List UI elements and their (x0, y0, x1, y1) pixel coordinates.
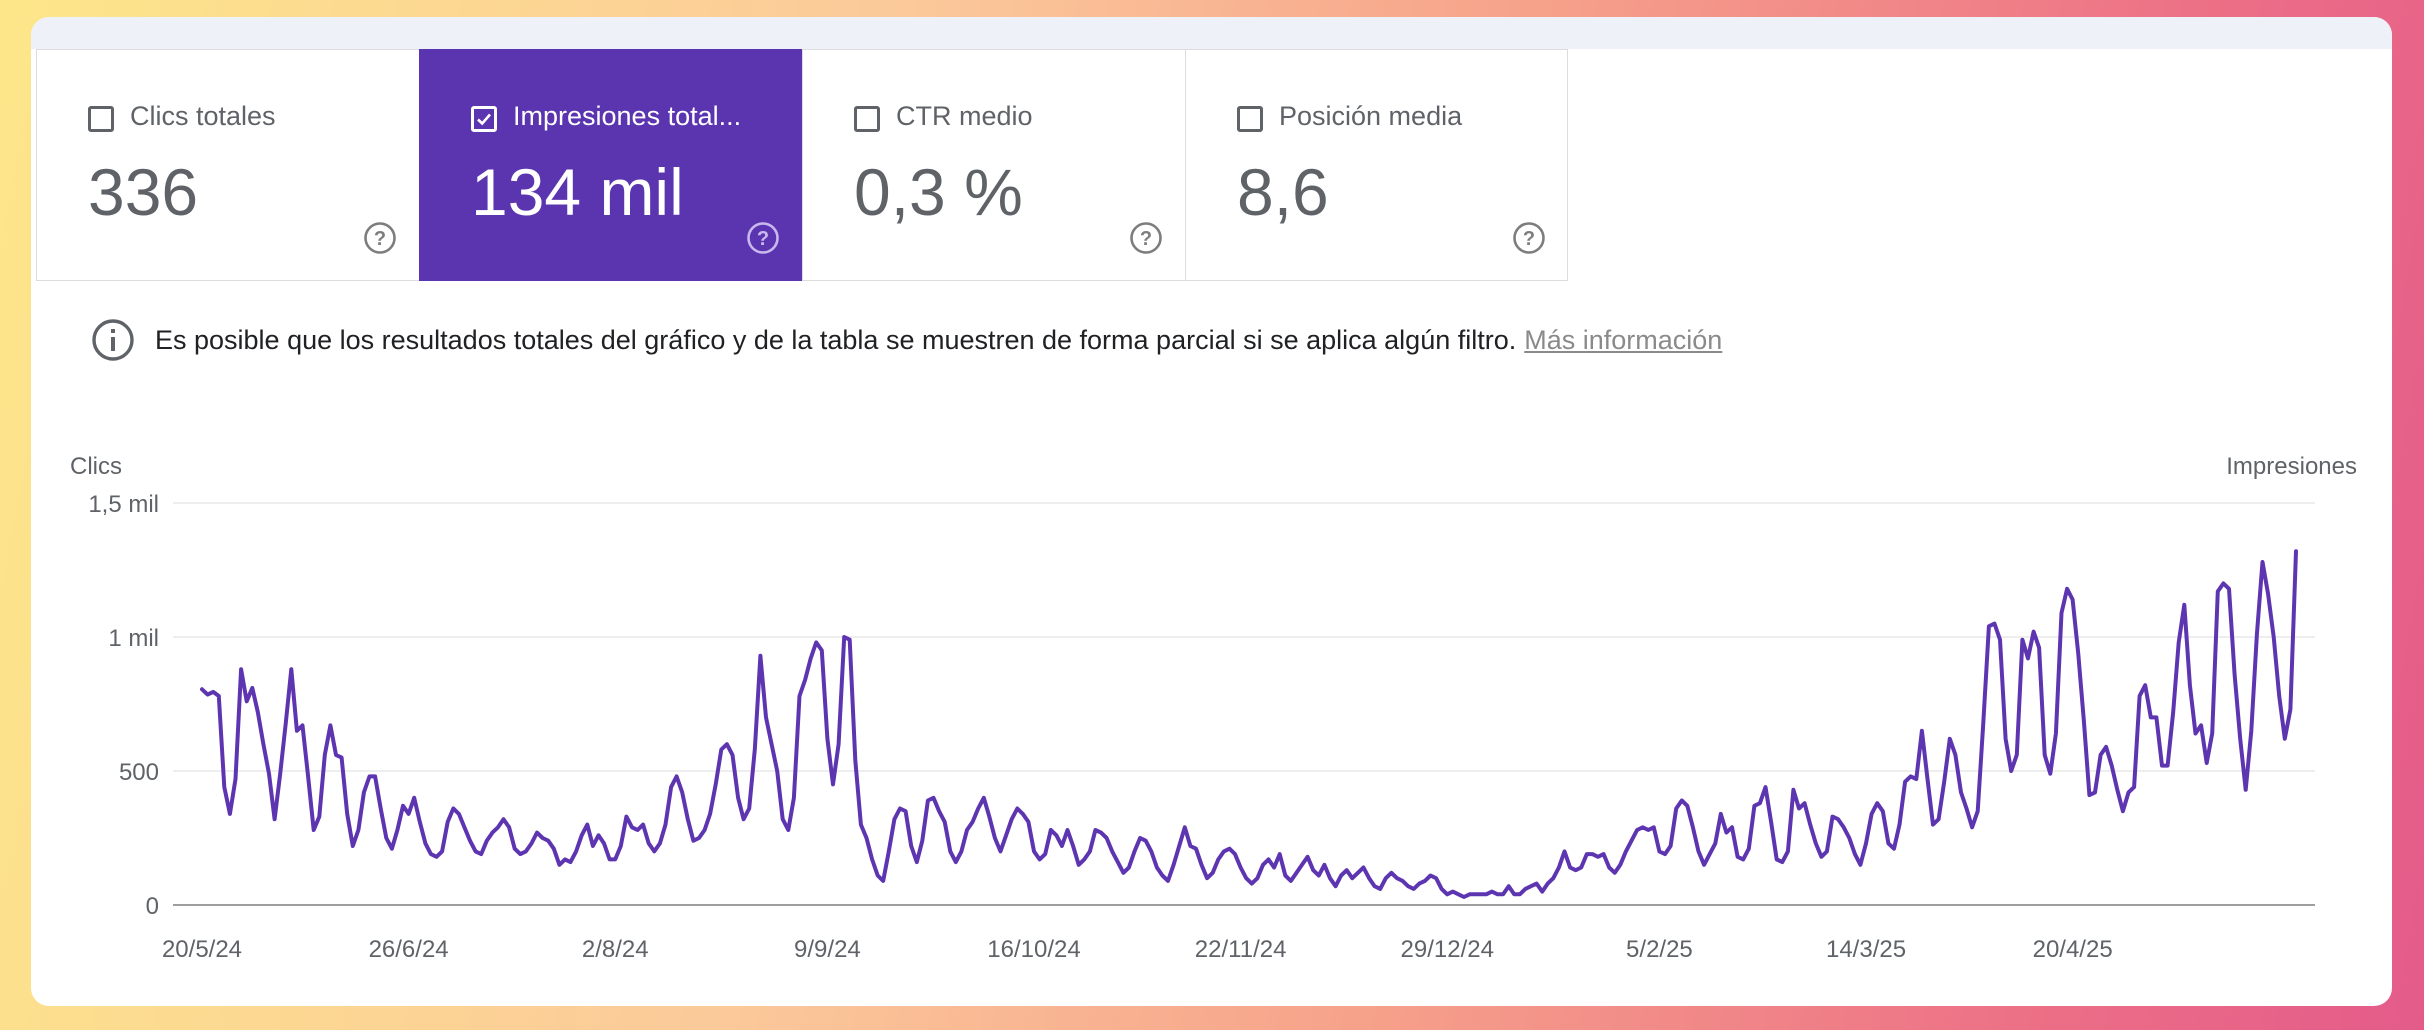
x-tick-label: 14/3/25 (1826, 936, 1906, 963)
svg-text:?: ? (1523, 228, 1535, 250)
x-tick-label: 20/4/25 (2033, 936, 2113, 963)
help-icon[interactable]: ? (746, 221, 780, 255)
metric-card-clicks[interactable]: Clics totales 336 ? (36, 49, 419, 281)
svg-text:?: ? (374, 228, 386, 250)
x-tick-label: 22/11/24 (1195, 936, 1287, 963)
checkbox-icon[interactable] (1237, 106, 1263, 132)
checkbox-checked-icon[interactable] (471, 106, 497, 132)
x-tick-label: 16/10/24 (987, 936, 1080, 963)
metric-card-position[interactable]: Posición media 8,6 ? (1185, 49, 1568, 281)
impressions-chart: 0 500 1 mil 1,5 mil Clics Impresiones 20/5/24 2… (70, 453, 2357, 963)
metric-value: 336 (88, 155, 199, 229)
help-icon[interactable]: ? (363, 221, 397, 255)
metric-value: 134 mil (471, 155, 684, 229)
metric-label: Posición media (1279, 101, 1463, 131)
metric-value: 8,6 (1237, 155, 1329, 229)
checkbox-icon[interactable] (854, 106, 880, 132)
y-tick-label: 1,5 mil (88, 491, 159, 518)
metric-cards: Clics totales 336 ? Impresiones total...… (36, 49, 1568, 283)
y-tick-label: 1 mil (108, 625, 159, 652)
metric-value: 0,3 % (854, 155, 1023, 229)
svg-text:?: ? (1140, 228, 1152, 250)
x-tick-label: 5/2/25 (1626, 936, 1693, 963)
notice-text: Es posible que los resultados totales de… (155, 324, 1517, 355)
x-tick-label: 20/5/24 (162, 936, 242, 963)
help-icon[interactable]: ? (1129, 221, 1163, 255)
y-tick-label: 0 (146, 893, 159, 920)
info-icon (92, 319, 134, 361)
y-axis-title-right: Impresiones (2226, 453, 2357, 480)
metric-label: CTR medio (896, 101, 1033, 131)
filter-notice: Es posible que los resultados totales de… (91, 315, 1722, 365)
y-axis-title-left: Clics (70, 453, 122, 480)
metric-label: Impresiones total... (513, 101, 742, 131)
metric-label: Clics totales (130, 101, 276, 131)
metric-card-ctr[interactable]: CTR medio 0,3 % ? (802, 49, 1185, 281)
help-icon[interactable]: ? (1512, 221, 1546, 255)
impressions-series-line (200, 549, 2298, 899)
more-info-link[interactable]: Más información (1524, 324, 1723, 355)
y-tick-label: 500 (119, 759, 159, 786)
x-tick-label: 26/6/24 (369, 936, 449, 963)
performance-panel: Clics totales 336 ? Impresiones total...… (31, 17, 2392, 1006)
checkbox-icon[interactable] (88, 106, 114, 132)
x-tick-label: 9/9/24 (794, 936, 861, 963)
top-strip (31, 17, 2392, 49)
x-tick-label: 29/12/24 (1401, 936, 1494, 963)
x-tick-label: 2/8/24 (582, 936, 649, 963)
svg-text:?: ? (757, 228, 769, 250)
metric-card-impressions[interactable]: Impresiones total... 134 mil ? (419, 49, 802, 281)
